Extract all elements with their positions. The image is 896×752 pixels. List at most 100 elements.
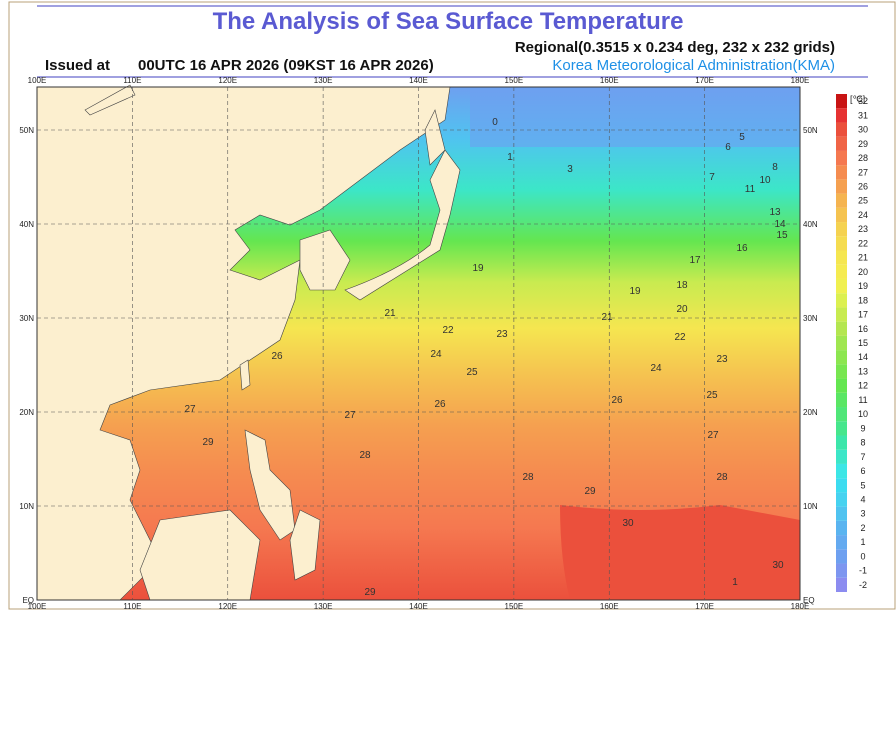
contour-label: 25 xyxy=(706,390,718,401)
colorbar-label: 31 xyxy=(858,110,868,120)
colorbar-swatch xyxy=(836,449,847,464)
colorbar-label: 18 xyxy=(858,295,868,305)
lon-label: 160E xyxy=(600,76,619,85)
lat-label: EQ xyxy=(22,596,34,605)
colorbar-label: 17 xyxy=(858,310,868,320)
land xyxy=(36,84,461,601)
contour-label: 5 xyxy=(739,132,745,143)
colorbar-label: 8 xyxy=(860,438,865,448)
colorbar-label: 10 xyxy=(858,409,868,419)
lon-label: 140E xyxy=(409,602,428,611)
lat-label: 40N xyxy=(803,220,818,229)
colorbar-label: 30 xyxy=(858,125,868,135)
contour-label: 27 xyxy=(707,430,719,441)
contour-label: 28 xyxy=(522,472,534,483)
contour-label: 27 xyxy=(344,410,356,421)
agency: Korea Meteorological Administration(KMA) xyxy=(552,57,835,74)
colorbar-swatch xyxy=(836,222,847,237)
colorbar-label: -2 xyxy=(859,580,867,590)
lon-label: 100E xyxy=(28,76,47,85)
contour-label: 27 xyxy=(184,404,196,415)
contour-label: 24 xyxy=(650,363,662,374)
colorbar-label: 20 xyxy=(858,267,868,277)
lon-label: 110E xyxy=(123,602,141,611)
colorbar-label: 1 xyxy=(860,537,865,547)
colorbar-swatch xyxy=(836,549,847,564)
contour-label: 1 xyxy=(732,577,738,588)
lat-label: 30N xyxy=(803,314,818,323)
contour-label: 28 xyxy=(359,450,371,461)
colorbar-swatch xyxy=(836,179,847,194)
contour-label: 30 xyxy=(622,518,634,529)
colorbar-label: 6 xyxy=(860,466,865,476)
colorbar-swatch xyxy=(836,520,847,536)
contour-label: 26 xyxy=(434,399,446,410)
contour-label: 26 xyxy=(271,351,283,362)
contour-label: 30 xyxy=(772,560,784,571)
colorbar-unit: [℃] xyxy=(850,94,865,104)
contour-label: 28 xyxy=(716,472,728,483)
colorbar-label: 14 xyxy=(858,352,868,362)
contour-label: 21 xyxy=(601,312,613,323)
colorbar-label: 9 xyxy=(860,423,865,433)
lon-label: 140E xyxy=(409,76,428,85)
colorbar-swatch xyxy=(836,407,847,422)
contour-label: 1 xyxy=(507,152,513,163)
lat-label: 20N xyxy=(19,408,34,417)
lat-label: EQ xyxy=(803,596,815,605)
subtitle: Regional(0.3515 x 0.234 deg, 232 x 232 g… xyxy=(515,39,835,56)
colorbar-swatch xyxy=(836,563,847,578)
contour-label: 8 xyxy=(772,162,778,173)
colorbar-label: 28 xyxy=(858,153,868,163)
contour-label: 15 xyxy=(776,230,788,241)
colorbar-label: 19 xyxy=(858,281,868,291)
lat-label: 40N xyxy=(19,220,34,229)
colorbar-label: 2 xyxy=(860,523,865,533)
contour-label: 26 xyxy=(611,395,623,406)
colorbar-label: 3 xyxy=(860,509,865,519)
colorbar-swatch xyxy=(836,193,847,208)
contour-label: 22 xyxy=(442,325,454,336)
lat-label: 50N xyxy=(19,126,34,135)
contour-label: 20 xyxy=(676,304,688,315)
lon-label: 180E xyxy=(791,76,810,85)
colorbar: -2-1012345678910111213141516171819202122… xyxy=(836,94,868,592)
colorbar-swatch xyxy=(836,478,847,493)
colorbar-swatch xyxy=(836,335,847,351)
contour-label: 10 xyxy=(759,175,771,186)
colorbar-swatch xyxy=(836,108,847,123)
contour-label: 29 xyxy=(364,587,376,598)
contour-label: 14 xyxy=(774,219,786,230)
colorbar-swatch xyxy=(836,278,847,294)
contour-label: 18 xyxy=(676,280,688,291)
contour-label: 19 xyxy=(472,263,484,274)
contour-label: 19 xyxy=(629,286,641,297)
colorbar-label: 22 xyxy=(858,238,868,248)
colorbar-label: 5 xyxy=(860,480,865,490)
contour-label: 21 xyxy=(384,308,396,319)
contour-label: 13 xyxy=(769,207,781,218)
colorbar-label: 11 xyxy=(858,395,867,405)
contour-label: 23 xyxy=(496,329,508,340)
colorbar-swatch xyxy=(836,364,847,379)
colorbar-swatch xyxy=(836,136,847,151)
lon-label: 100E xyxy=(28,602,47,611)
colorbar-label: 12 xyxy=(858,381,868,391)
lat-label: 50N xyxy=(803,126,818,135)
colorbar-label: 7 xyxy=(860,452,865,462)
colorbar-swatch xyxy=(836,165,847,180)
colorbar-label: 27 xyxy=(858,167,868,177)
contour-label: 29 xyxy=(584,486,596,497)
colorbar-label: 23 xyxy=(858,224,868,234)
contour-label: 24 xyxy=(430,349,442,360)
lon-label: 110E xyxy=(123,76,141,85)
title: The Analysis of Sea Surface Temperature xyxy=(213,8,684,35)
colorbar-swatch xyxy=(836,577,847,592)
colorbar-swatch xyxy=(836,435,847,450)
lat-label: 20N xyxy=(803,408,818,417)
lon-label: 150E xyxy=(505,602,524,611)
issued-time: 00UTC 16 APR 2026 (09KST 16 APR 2026) xyxy=(138,57,434,74)
contour-label: 17 xyxy=(689,255,701,266)
